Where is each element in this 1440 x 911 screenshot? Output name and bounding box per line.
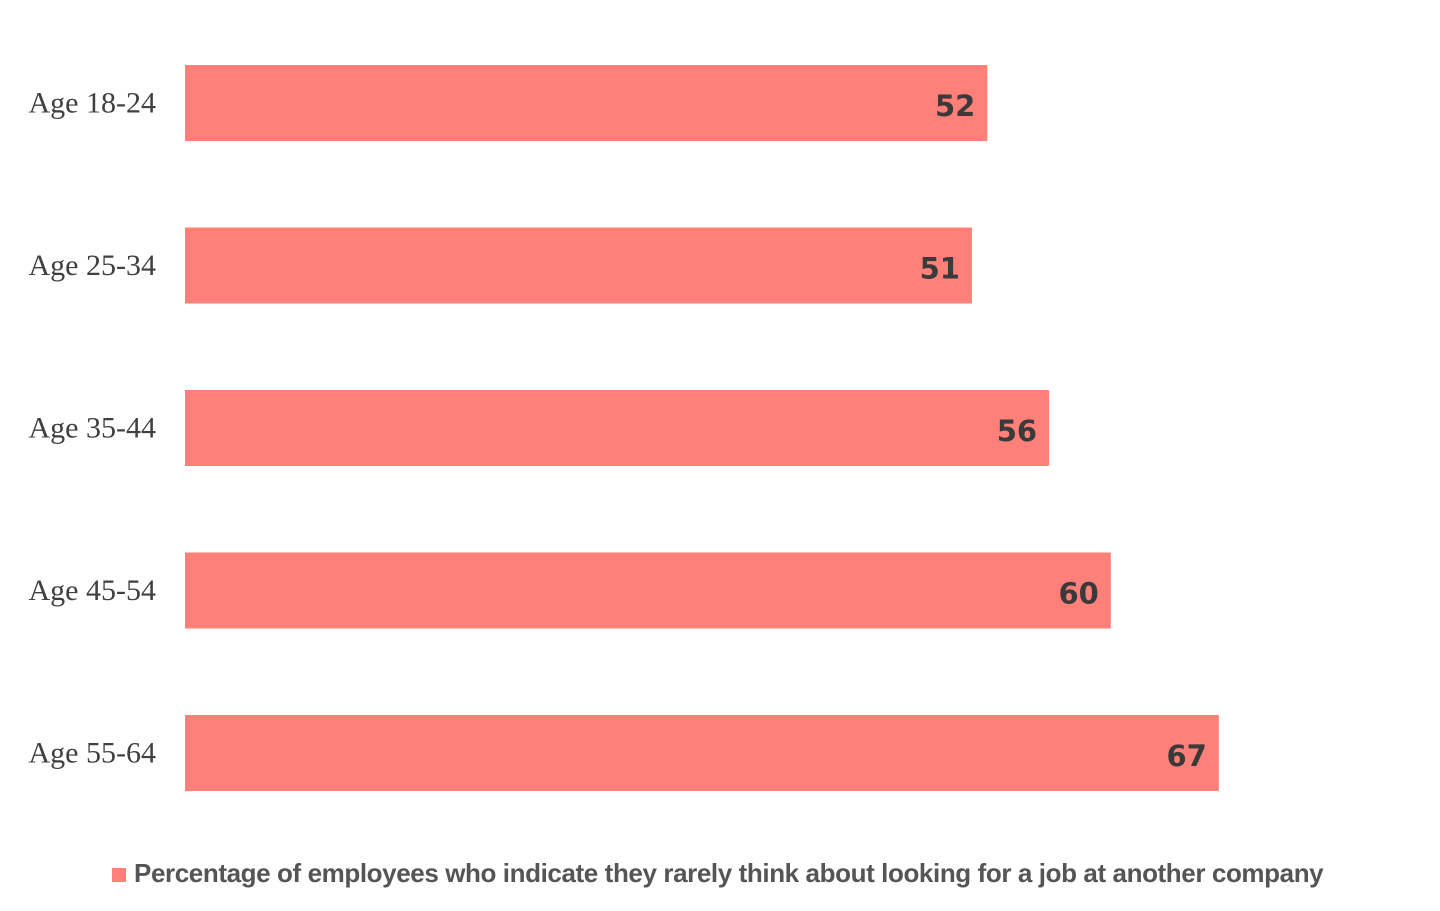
- bar: [185, 390, 1050, 466]
- legend-label: Percentage of employees who indicate the…: [134, 858, 1324, 888]
- legend-swatch: [112, 867, 126, 882]
- legend: Percentage of employees who indicate the…: [112, 858, 1324, 889]
- data-label: 60: [1058, 577, 1098, 611]
- category-label: Age 25-34: [29, 249, 156, 282]
- category-label: Age 55-64: [29, 737, 156, 770]
- category-label: Age 45-54: [29, 574, 156, 607]
- category-label: Age 18-24: [29, 87, 156, 120]
- bar: [185, 227, 972, 304]
- data-labels: 52 51 56 60 67: [920, 89, 1207, 773]
- bar: [185, 715, 1219, 791]
- data-label: 56: [997, 414, 1037, 448]
- data-label: 67: [1166, 739, 1206, 773]
- bar: [185, 65, 988, 141]
- bar-series: [185, 65, 1219, 791]
- category-axis-labels: Age 18-24 Age 25-34 Age 35-44 Age 45-54 Age …: [29, 87, 156, 770]
- data-label: 51: [920, 252, 960, 286]
- bar: [185, 552, 1111, 629]
- data-label: 52: [935, 89, 975, 123]
- category-label: Age 35-44: [29, 412, 156, 445]
